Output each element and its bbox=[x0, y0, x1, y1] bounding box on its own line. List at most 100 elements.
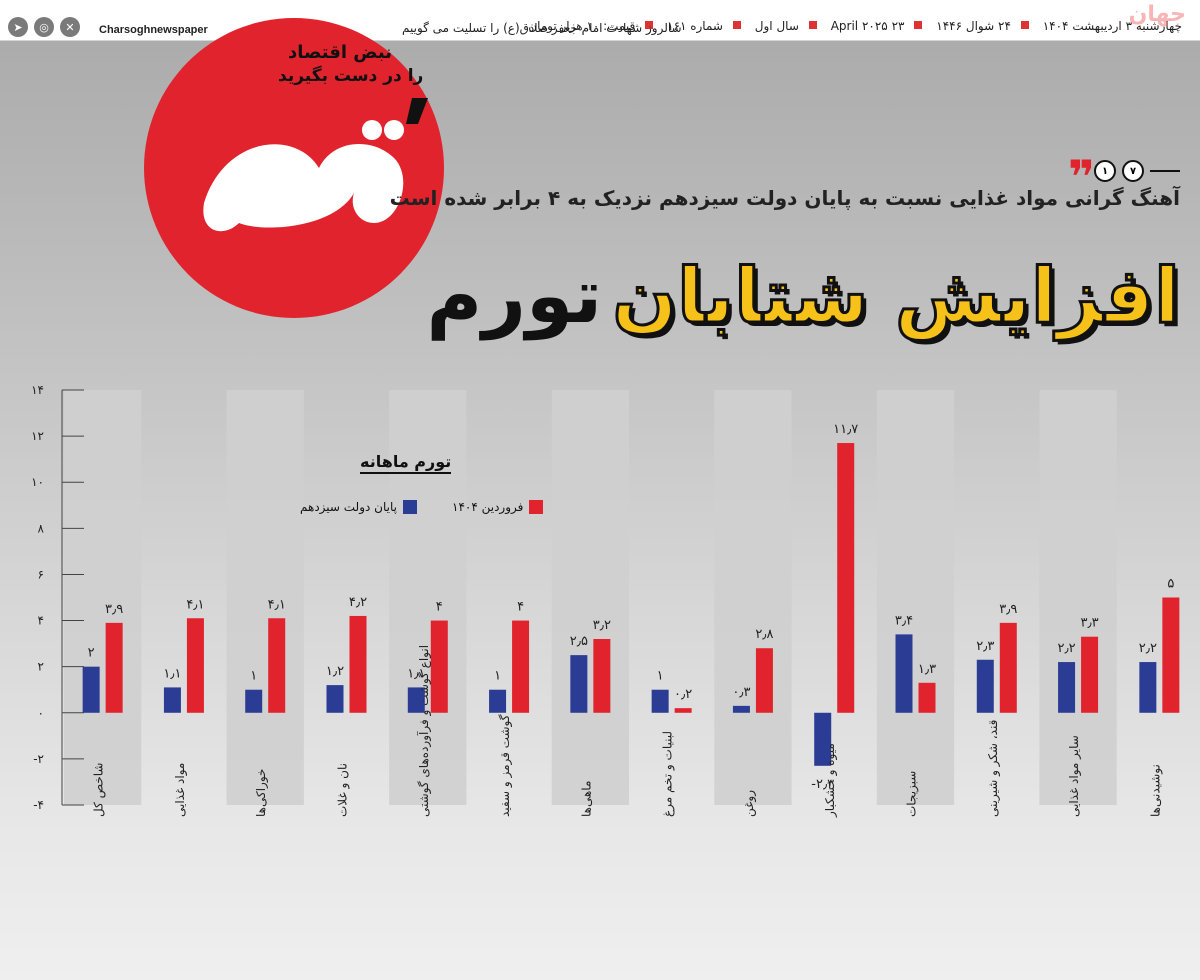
bar-blue bbox=[1139, 662, 1157, 713]
kicker-divider bbox=[1150, 170, 1180, 172]
chart-column-band bbox=[1039, 390, 1117, 805]
legend-label-red: فروردین ۱۴۰۴ bbox=[452, 500, 524, 514]
bar-blue bbox=[163, 687, 181, 713]
slogan-line1: نبض اقتصاد bbox=[288, 42, 392, 63]
watermark: جهان bbox=[1128, 2, 1186, 27]
legend-item-red: فروردین ۱۴۰۴ bbox=[452, 500, 544, 514]
bar-value-label: ۳٫۳ bbox=[1080, 616, 1098, 631]
bar-red bbox=[430, 620, 448, 713]
bar-value-label: ۳٫۴ bbox=[895, 613, 913, 628]
category-label: سبزیجات bbox=[905, 771, 920, 817]
category-label: ماهی‌ها bbox=[579, 781, 593, 817]
date-hijri: ۲۴ شوال ۱۴۴۶ bbox=[936, 19, 1011, 33]
bar-value-label: ۰٫۳ bbox=[732, 685, 750, 700]
category-label: انواع گوشت و فرآورده‌های گوشتی bbox=[416, 645, 432, 817]
bar-blue bbox=[651, 689, 669, 713]
issue-number: شماره ۱۶۱ bbox=[667, 19, 723, 33]
category-label: مواد غذایی bbox=[173, 763, 188, 817]
kicker-page-icon: ۷ bbox=[1122, 160, 1144, 182]
bar-value-label: ۱ bbox=[657, 669, 664, 684]
bar-blue bbox=[1058, 662, 1076, 713]
subtitle: آهنگ گرانی مواد غذایی نسبت به پایان دولت… bbox=[389, 186, 1180, 210]
bar-value-label: ۰٫۲ bbox=[674, 687, 692, 702]
chart-column-band bbox=[226, 390, 304, 805]
headline: افزایش شتابان تورم bbox=[427, 240, 1182, 350]
bar-value-label: ۱٫۱ bbox=[163, 666, 181, 681]
bar-value-label: ۳٫۹ bbox=[999, 602, 1017, 617]
category-label: گوشت قرمز و سفید bbox=[498, 714, 513, 817]
category-label: نوشیدنی‌ها bbox=[1148, 764, 1163, 817]
bar-value-label: ۴ bbox=[436, 600, 443, 615]
x-icon[interactable]: ✕ bbox=[60, 17, 80, 37]
bar-value-label: ۱ bbox=[250, 669, 257, 684]
legend-swatch-red bbox=[529, 500, 544, 514]
category-label: میوه و خشکبار bbox=[823, 743, 838, 818]
kicker-icons: ۱ ۷ bbox=[1094, 160, 1180, 182]
bar-value-label: ۱ bbox=[494, 669, 501, 684]
bar-blue bbox=[489, 689, 507, 713]
y-tick-label: ۰ bbox=[38, 706, 44, 720]
bar-red bbox=[918, 682, 936, 713]
legend-item-blue: پایان دولت سیزدهم bbox=[300, 500, 417, 514]
y-tick-label: -۴ bbox=[33, 798, 44, 812]
legend-swatch-blue bbox=[402, 500, 417, 514]
bar-red bbox=[1162, 597, 1180, 713]
masthead-meta: چهارشنبه ۳ اردیبهشت ۱۴۰۴ ۲۴ شوال ۱۴۴۶ ۲۳… bbox=[514, 19, 1182, 33]
bar-red bbox=[837, 443, 855, 713]
bar-red bbox=[512, 620, 530, 713]
bar-value-label: ۱٫۲ bbox=[326, 664, 344, 679]
bar-value-label: ۱٫۳ bbox=[918, 662, 936, 677]
kicker-number-icon: ۱ bbox=[1094, 160, 1116, 182]
y-tick-label: -۲ bbox=[33, 752, 44, 766]
bar-red bbox=[105, 622, 123, 713]
social-handle[interactable]: Charsoghnewspaper bbox=[99, 24, 208, 36]
bar-value-label: ۲٫۲ bbox=[1057, 641, 1075, 656]
bar-red bbox=[674, 708, 692, 713]
bar-value-label: ۲٫۲ bbox=[1139, 641, 1157, 656]
chart-canvas: -۴-۲۰۲۴۶۸۱۰۱۲۱۴۲٫۲۵نوشیدنی‌ها۲٫۲۳٫۳سایر … bbox=[31, 383, 1180, 818]
bar-value-label: ۴ bbox=[517, 600, 524, 615]
price-label: قیمت: ۱۰ هزار تومان bbox=[528, 19, 636, 33]
quote-icon: ❞ bbox=[1068, 150, 1095, 204]
category-label: قند، شکر و شیرینی bbox=[986, 720, 1001, 817]
chart-column-band bbox=[389, 390, 467, 805]
bar-blue bbox=[976, 659, 994, 713]
logo-wordmark bbox=[203, 98, 428, 232]
y-tick-label: ۴ bbox=[38, 614, 44, 628]
bar-value-label: ۱۱٫۷ bbox=[833, 422, 858, 437]
category-label: نان و غلات bbox=[336, 763, 351, 817]
chart-column-band bbox=[64, 390, 142, 805]
y-tick-label: ۱۲ bbox=[31, 429, 44, 443]
bar-value-label: ۳٫۲ bbox=[593, 618, 611, 633]
bar-blue bbox=[570, 655, 588, 713]
category-label: سایر مواد غذایی bbox=[1067, 735, 1082, 817]
category-label: شاخص کل bbox=[92, 763, 107, 817]
y-tick-label: ۱۰ bbox=[31, 475, 44, 489]
bar-red bbox=[593, 639, 611, 713]
slogan-line2: را در دست بگیرید bbox=[278, 66, 424, 86]
bar-red bbox=[186, 618, 204, 713]
chart-column-band bbox=[876, 390, 955, 805]
masthead: چهارشنبه ۳ اردیبهشت ۱۴۰۴ ۲۴ شوال ۱۴۴۶ ۲۳… bbox=[0, 0, 1200, 41]
bar-value-label: ۱٫۱ bbox=[407, 666, 425, 681]
category-label: روغن bbox=[742, 790, 757, 817]
bar-value-label: ۵ bbox=[1167, 577, 1174, 592]
bar-red bbox=[268, 618, 286, 713]
bar-blue bbox=[814, 712, 832, 766]
bar-blue bbox=[407, 687, 425, 713]
bar-value-label: ۲٫۸ bbox=[755, 627, 773, 642]
telegram-icon[interactable]: ➤ bbox=[8, 17, 28, 37]
y-tick-label: ۱۴ bbox=[31, 383, 44, 397]
instagram-icon[interactable]: ◎ bbox=[34, 17, 54, 37]
y-tick-label: ۲ bbox=[38, 660, 44, 674]
bar-blue bbox=[732, 705, 750, 713]
chart-column-band bbox=[551, 390, 629, 805]
year-label: سال اول bbox=[754, 19, 799, 33]
chart-title: تورم ماهانه bbox=[360, 452, 452, 474]
bar-red bbox=[999, 622, 1017, 713]
bar-value-label: ۲ bbox=[88, 646, 95, 661]
category-label: لبنیات و تخم مرغ bbox=[661, 731, 676, 817]
date-english: ۲۳ April ۲۰۲۵ bbox=[830, 19, 905, 33]
chart-column-band bbox=[714, 390, 792, 805]
date-persian: چهارشنبه ۳ اردیبهشت ۱۴۰۴ bbox=[1042, 19, 1182, 33]
